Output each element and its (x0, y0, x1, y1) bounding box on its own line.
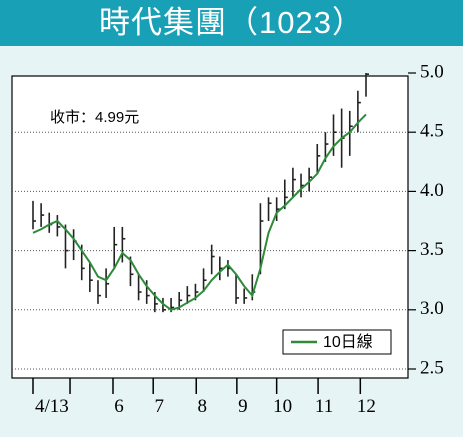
annotation: 收市：4.99元 (50, 109, 139, 126)
x-tick-label: 11 (315, 396, 333, 417)
y-tick-label: 3.0 (420, 298, 444, 319)
moving-average-line (32, 113, 367, 311)
legend-label: 10日線 (323, 333, 373, 351)
y-tick-label: 4.0 (420, 180, 444, 201)
y-tick-label: 3.5 (420, 239, 444, 260)
y-tick-label: 4.5 (420, 121, 444, 142)
y-tick-label: 5.0 (420, 61, 444, 82)
x-tick-label: 4/13 (35, 396, 69, 417)
x-tick-label: 10 (273, 396, 292, 417)
x-tick-label: 8 (198, 396, 208, 417)
chart-title: 時代集團（1023） (0, 0, 463, 46)
x-tick-label: 12 (357, 396, 376, 417)
x-tick-label: 9 (238, 396, 248, 417)
x-tick-label: 7 (154, 396, 164, 417)
x-tick-label: 6 (114, 396, 124, 417)
y-tick-label: 2.5 (420, 357, 444, 378)
